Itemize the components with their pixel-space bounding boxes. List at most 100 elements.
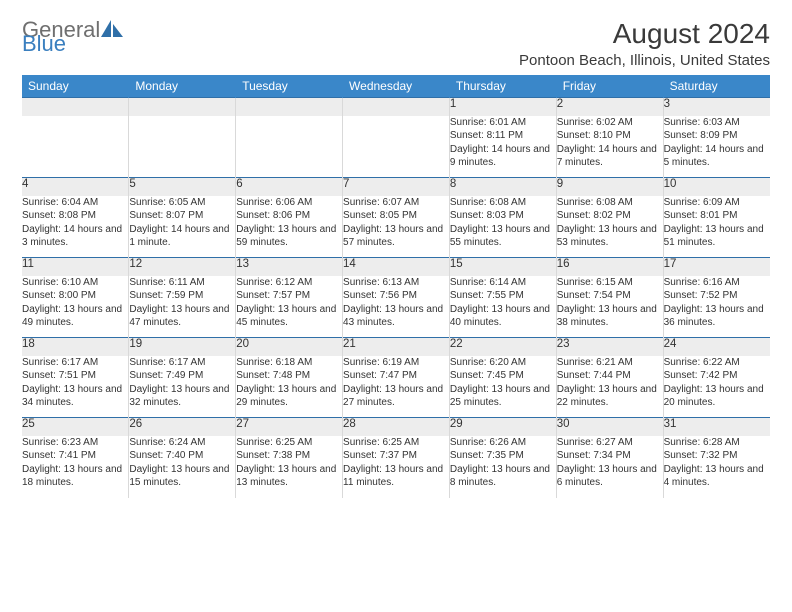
day-number-cell: 14 (343, 258, 450, 276)
sunrise-line: Sunrise: 6:16 AM (664, 276, 770, 290)
day-info-cell: Sunrise: 6:25 AMSunset: 7:38 PMDaylight:… (236, 436, 343, 498)
sunrise-line: Sunrise: 6:15 AM (557, 276, 663, 290)
day-info-row: Sunrise: 6:01 AMSunset: 8:11 PMDaylight:… (22, 116, 770, 178)
day-number-cell: 9 (556, 178, 663, 196)
sunrise-line: Sunrise: 6:25 AM (236, 436, 342, 450)
sunrise-line: Sunrise: 6:02 AM (557, 116, 663, 130)
day-number-cell: 19 (129, 338, 236, 356)
day-number-cell: 28 (343, 418, 450, 436)
sunrise-line: Sunrise: 6:06 AM (236, 196, 342, 210)
day-number-row: 25262728293031 (22, 418, 770, 436)
day-info-cell: Sunrise: 6:21 AMSunset: 7:44 PMDaylight:… (556, 356, 663, 418)
sunrise-line: Sunrise: 6:03 AM (664, 116, 770, 130)
sunset-line: Sunset: 7:49 PM (129, 369, 235, 383)
sunrise-line: Sunrise: 6:26 AM (450, 436, 556, 450)
day-number-cell (343, 98, 450, 116)
day-info-cell: Sunrise: 6:19 AMSunset: 7:47 PMDaylight:… (343, 356, 450, 418)
day-number-cell: 15 (449, 258, 556, 276)
sunset-line: Sunset: 7:45 PM (450, 369, 556, 383)
sunrise-line: Sunrise: 6:14 AM (450, 276, 556, 290)
weekday-header: Sunday (22, 75, 129, 98)
day-info-cell: Sunrise: 6:02 AMSunset: 8:10 PMDaylight:… (556, 116, 663, 178)
daylight-line: Daylight: 14 hours and 7 minutes. (557, 143, 663, 170)
sunset-line: Sunset: 8:09 PM (664, 129, 770, 143)
daylight-line: Daylight: 13 hours and 6 minutes. (557, 463, 663, 490)
weekday-header-row: Sunday Monday Tuesday Wednesday Thursday… (22, 75, 770, 98)
daylight-line: Daylight: 13 hours and 43 minutes. (343, 303, 449, 330)
daylight-line: Daylight: 13 hours and 20 minutes. (664, 383, 770, 410)
day-number-cell: 25 (22, 418, 129, 436)
daylight-line: Daylight: 13 hours and 40 minutes. (450, 303, 556, 330)
sail-icon (101, 20, 123, 41)
daylight-line: Daylight: 14 hours and 5 minutes. (664, 143, 770, 170)
day-number-cell: 22 (449, 338, 556, 356)
daylight-line: Daylight: 13 hours and 45 minutes. (236, 303, 342, 330)
daylight-line: Daylight: 13 hours and 15 minutes. (129, 463, 235, 490)
daylight-line: Daylight: 13 hours and 34 minutes. (22, 383, 128, 410)
sunrise-line: Sunrise: 6:07 AM (343, 196, 449, 210)
sunset-line: Sunset: 7:44 PM (557, 369, 663, 383)
sunset-line: Sunset: 8:11 PM (450, 129, 556, 143)
sunrise-line: Sunrise: 6:19 AM (343, 356, 449, 370)
day-number-cell: 16 (556, 258, 663, 276)
day-info-cell: Sunrise: 6:13 AMSunset: 7:56 PMDaylight:… (343, 276, 450, 338)
sunrise-line: Sunrise: 6:08 AM (450, 196, 556, 210)
day-info-cell (236, 116, 343, 178)
day-number-cell: 4 (22, 178, 129, 196)
sunset-line: Sunset: 7:48 PM (236, 369, 342, 383)
day-number-cell: 5 (129, 178, 236, 196)
sunset-line: Sunset: 8:06 PM (236, 209, 342, 223)
weekday-header: Wednesday (343, 75, 450, 98)
day-info-cell: Sunrise: 6:08 AMSunset: 8:02 PMDaylight:… (556, 196, 663, 258)
day-info-cell: Sunrise: 6:26 AMSunset: 7:35 PMDaylight:… (449, 436, 556, 498)
sunset-line: Sunset: 8:01 PM (664, 209, 770, 223)
topbar: General Blue August 2024 Pontoon Beach, … (22, 18, 770, 69)
weekday-header: Saturday (663, 75, 770, 98)
day-number-cell: 8 (449, 178, 556, 196)
day-number-row: 123 (22, 98, 770, 116)
day-info-cell: Sunrise: 6:14 AMSunset: 7:55 PMDaylight:… (449, 276, 556, 338)
sunset-line: Sunset: 7:55 PM (450, 289, 556, 303)
day-number-cell: 29 (449, 418, 556, 436)
day-number-cell: 21 (343, 338, 450, 356)
sunset-line: Sunset: 8:05 PM (343, 209, 449, 223)
day-info-cell: Sunrise: 6:08 AMSunset: 8:03 PMDaylight:… (449, 196, 556, 258)
day-number-cell: 18 (22, 338, 129, 356)
daylight-line: Daylight: 13 hours and 22 minutes. (557, 383, 663, 410)
day-info-cell: Sunrise: 6:10 AMSunset: 8:00 PMDaylight:… (22, 276, 129, 338)
day-number-row: 11121314151617 (22, 258, 770, 276)
day-info-cell: Sunrise: 6:20 AMSunset: 7:45 PMDaylight:… (449, 356, 556, 418)
sunrise-line: Sunrise: 6:17 AM (129, 356, 235, 370)
sunset-line: Sunset: 7:38 PM (236, 449, 342, 463)
sunset-line: Sunset: 7:54 PM (557, 289, 663, 303)
sunset-line: Sunset: 7:41 PM (22, 449, 128, 463)
daylight-line: Daylight: 13 hours and 55 minutes. (450, 223, 556, 250)
day-info-cell (22, 116, 129, 178)
day-info-cell: Sunrise: 6:04 AMSunset: 8:08 PMDaylight:… (22, 196, 129, 258)
day-number-cell: 11 (22, 258, 129, 276)
sunset-line: Sunset: 7:37 PM (343, 449, 449, 463)
day-info-cell: Sunrise: 6:16 AMSunset: 7:52 PMDaylight:… (663, 276, 770, 338)
sunset-line: Sunset: 8:02 PM (557, 209, 663, 223)
day-number-cell: 10 (663, 178, 770, 196)
calendar-table: Sunday Monday Tuesday Wednesday Thursday… (22, 75, 770, 498)
day-number-cell: 27 (236, 418, 343, 436)
day-info-cell: Sunrise: 6:17 AMSunset: 7:49 PMDaylight:… (129, 356, 236, 418)
sunrise-line: Sunrise: 6:27 AM (557, 436, 663, 450)
daylight-line: Daylight: 13 hours and 4 minutes. (664, 463, 770, 490)
day-info-cell: Sunrise: 6:28 AMSunset: 7:32 PMDaylight:… (663, 436, 770, 498)
sunrise-line: Sunrise: 6:08 AM (557, 196, 663, 210)
daylight-line: Daylight: 13 hours and 38 minutes. (557, 303, 663, 330)
day-info-cell: Sunrise: 6:23 AMSunset: 7:41 PMDaylight:… (22, 436, 129, 498)
sunrise-line: Sunrise: 6:11 AM (129, 276, 235, 290)
sunset-line: Sunset: 7:35 PM (450, 449, 556, 463)
sunset-line: Sunset: 8:10 PM (557, 129, 663, 143)
day-number-row: 18192021222324 (22, 338, 770, 356)
sunset-line: Sunset: 7:42 PM (664, 369, 770, 383)
sunrise-line: Sunrise: 6:22 AM (664, 356, 770, 370)
day-number-cell: 30 (556, 418, 663, 436)
day-info-cell (343, 116, 450, 178)
day-info-cell: Sunrise: 6:24 AMSunset: 7:40 PMDaylight:… (129, 436, 236, 498)
sunset-line: Sunset: 7:56 PM (343, 289, 449, 303)
day-number-cell: 3 (663, 98, 770, 116)
